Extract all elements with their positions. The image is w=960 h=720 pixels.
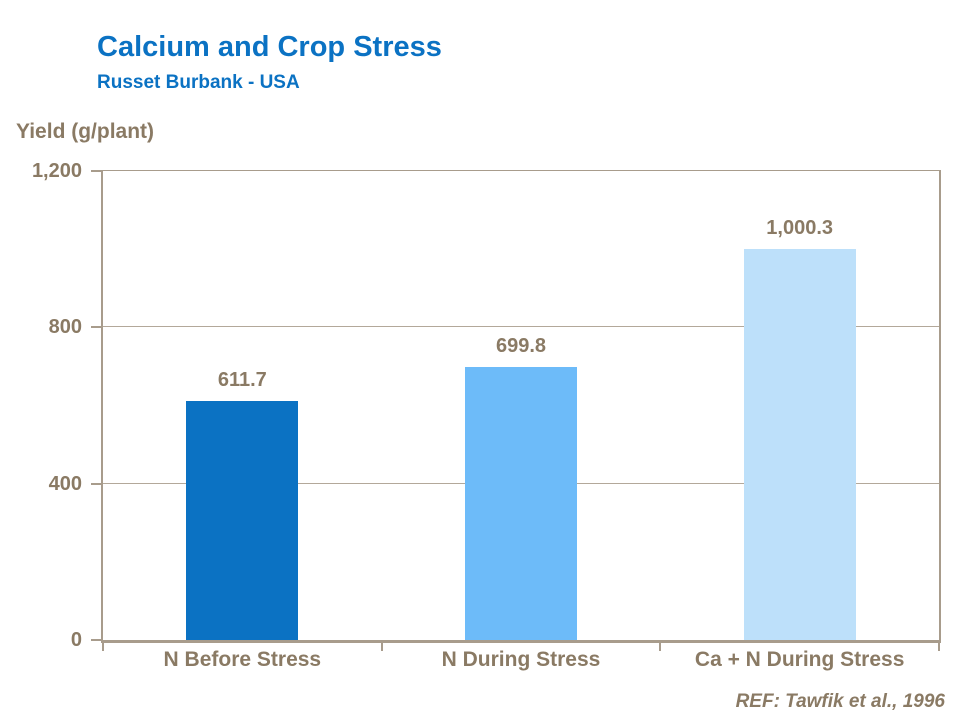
plot-area: 611.7 699.8 1,000.3	[101, 170, 941, 643]
y-tick-label: 0	[70, 629, 82, 651]
x-category-label: N During Stress	[441, 648, 601, 671]
bar-value-label: 611.7	[217, 368, 267, 391]
reference-text: REF: Tawfik et al., 1996	[735, 691, 945, 712]
x-category-label: N Before Stress	[163, 648, 322, 671]
x-tick-mark	[380, 641, 383, 651]
gridline	[103, 326, 939, 328]
bar-value-label: 1,000.3	[766, 217, 834, 240]
bar-n-before-stress	[186, 400, 299, 640]
y-tick-label: 800	[48, 316, 82, 339]
bar-n-during-stress	[465, 366, 577, 640]
chart-title: Calcium and Crop Stress	[97, 31, 442, 63]
x-category-label: Ca + N During Stress	[694, 648, 905, 671]
y-axis-label: Yield (g/plant)	[16, 120, 155, 143]
y-tick-label: 400	[48, 472, 82, 495]
bar-ca-n-during-stress	[743, 249, 856, 640]
y-tick-mark	[91, 482, 103, 485]
bar-value-label: 699.8	[495, 334, 547, 357]
x-tick-mark	[938, 641, 940, 651]
x-tick-mark	[102, 641, 104, 651]
y-tick-mark	[91, 326, 103, 329]
y-tick-label: 1,200	[31, 160, 82, 182]
x-tick-mark	[659, 641, 662, 651]
chart-subtitle: Russet Burbank - USA	[97, 72, 300, 93]
y-tick-mark	[91, 170, 103, 172]
y-tick-mark	[91, 639, 103, 641]
